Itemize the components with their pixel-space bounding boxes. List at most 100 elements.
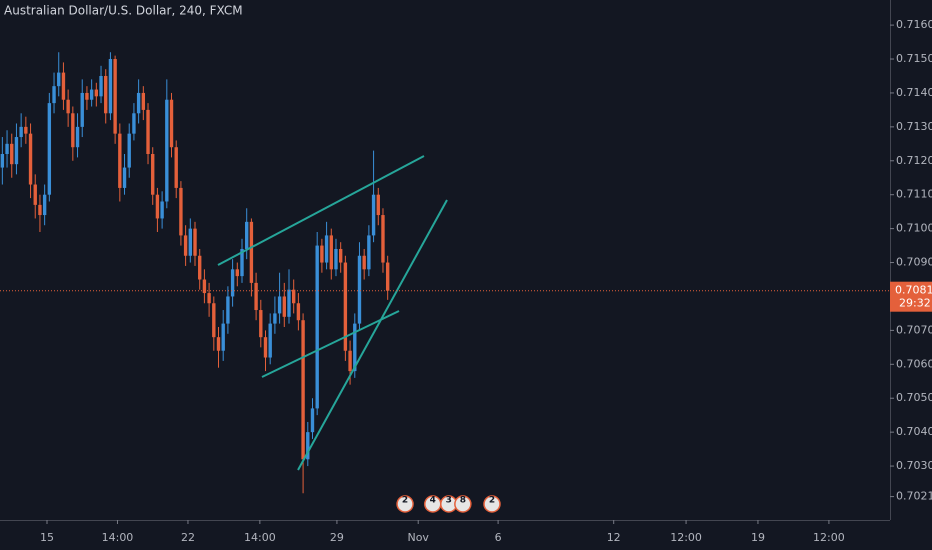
trendline: [261, 310, 400, 378]
y-tick-label: 0.70210: [896, 490, 932, 503]
candle-body: [240, 248, 244, 277]
candle-body: [127, 133, 131, 168]
candle-body: [141, 92, 146, 110]
candle-body: [357, 255, 362, 324]
x-tick-label: 12:00: [670, 531, 702, 544]
candle-body: [291, 289, 296, 304]
candle-body: [334, 248, 338, 270]
candle-body: [362, 255, 366, 270]
candle-body: [47, 103, 52, 195]
candle-body: [296, 303, 301, 321]
event-label: 4: [430, 496, 436, 506]
event-label: 2: [489, 496, 495, 506]
candle-body: [52, 86, 56, 104]
x-tick-label: 12: [607, 531, 621, 544]
event-label: 8: [460, 496, 466, 506]
candle-body: [329, 235, 333, 270]
x-tick-label: 12:00: [813, 531, 845, 544]
candle-body: [10, 143, 14, 165]
candle-body: [277, 296, 282, 314]
candle-body: [273, 313, 277, 324]
candle-body: [343, 262, 348, 351]
candle-body: [193, 228, 197, 256]
candle-body: [174, 147, 178, 188]
candle-body: [14, 137, 19, 165]
countdown: 29:32: [899, 297, 931, 310]
candle-body: [385, 262, 390, 291]
candle-body: [207, 293, 211, 304]
candle-body: [235, 269, 239, 277]
candle-body: [28, 133, 33, 185]
candle-body: [371, 194, 376, 236]
candle-body: [376, 194, 380, 216]
candle-body: [160, 201, 164, 219]
candle-body: [230, 269, 235, 297]
trendlines: [217, 155, 448, 471]
candle-body: [245, 221, 249, 249]
candle-body: [155, 194, 160, 219]
candle-body: [94, 89, 99, 97]
candle-body: [24, 126, 28, 134]
candle-body: [108, 59, 113, 114]
candle-body: [315, 245, 319, 409]
candle-body: [57, 72, 61, 87]
candle-body: [221, 323, 225, 351]
candle-body: [61, 72, 66, 100]
candle-body: [381, 215, 385, 263]
candle-body: [146, 109, 150, 154]
candle-body: [249, 221, 254, 283]
candle-body: [338, 248, 343, 263]
candle-body: [165, 99, 169, 202]
candle-body: [104, 75, 108, 114]
event-flag: [396, 495, 414, 513]
candle-body: [282, 296, 286, 317]
x-tick-label: Nov: [407, 531, 429, 544]
candle-body: [136, 92, 141, 114]
candle-body: [259, 310, 263, 338]
candle-body: [132, 113, 136, 134]
candle-body: [287, 289, 291, 317]
candle-body: [324, 235, 329, 263]
candle-body: [306, 432, 310, 460]
candle-body: [353, 323, 357, 372]
plot: [0, 52, 390, 494]
x-tick-label: 14:00: [102, 531, 134, 544]
candle-body: [99, 75, 103, 97]
event-label: 3: [446, 496, 452, 506]
candle-body: [198, 255, 202, 280]
candle-body: [254, 282, 258, 311]
candle-body: [348, 350, 352, 372]
candle-body: [0, 153, 5, 168]
candle-body: [263, 337, 268, 358]
chart-title: Australian Dollar/U.S. Dollar, 240, FXCM: [4, 4, 243, 18]
candle-body: [301, 320, 305, 460]
candle-body: [183, 235, 188, 256]
event-flag: [454, 495, 472, 513]
last-price-label: 0.70817: [895, 284, 932, 297]
x-tick-label: 22: [181, 531, 195, 544]
candle-body: [122, 167, 127, 188]
candle-body: [75, 126, 80, 148]
candle-body: [85, 92, 89, 100]
candle-body: [188, 228, 193, 256]
candle-body: [89, 89, 94, 100]
x-tick-label: 29: [330, 531, 344, 544]
candle-body: [367, 235, 371, 270]
candle-body: [268, 323, 272, 358]
candle-body: [169, 99, 174, 148]
candle-body: [310, 408, 315, 433]
candle-body: [320, 245, 324, 263]
